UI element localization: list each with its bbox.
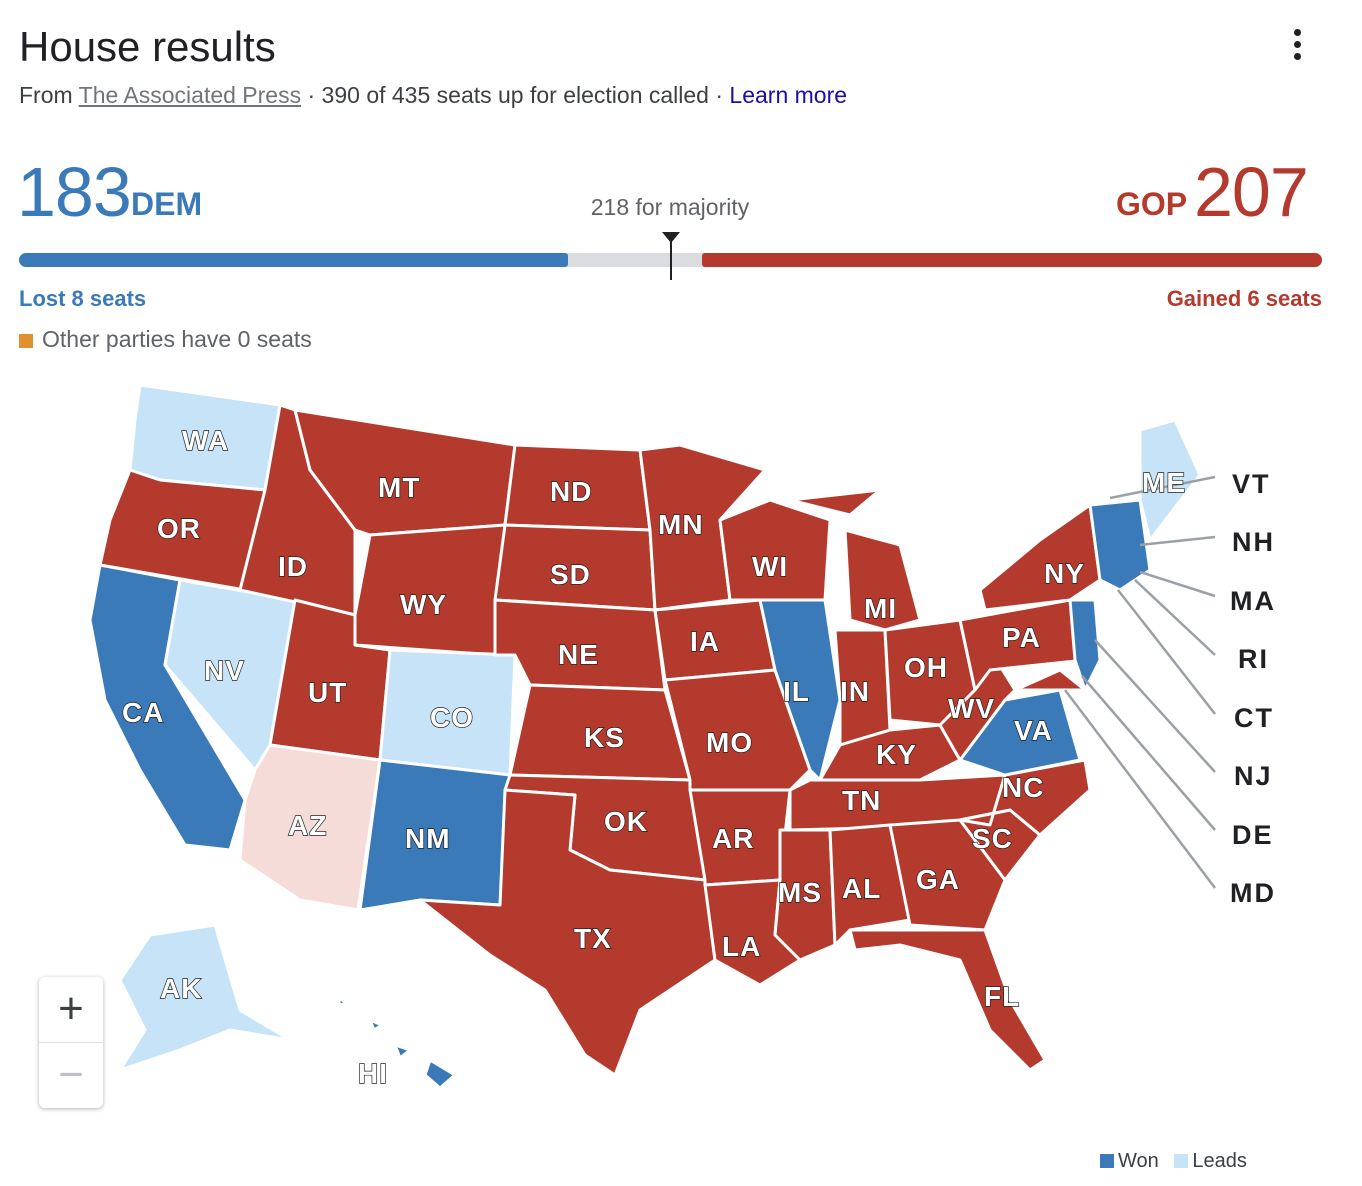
side-label-VT: VT <box>1232 469 1271 499</box>
label-SD: SD <box>550 559 591 590</box>
majority-marker-icon <box>662 232 680 243</box>
label-LA: LA <box>722 931 761 962</box>
label-PA: PA <box>1002 622 1041 653</box>
gop-seat-bar <box>702 253 1322 267</box>
label-WA: WA <box>182 425 229 456</box>
label-ME: ME <box>1142 467 1186 498</box>
gop-seat-count: 207 <box>1194 153 1309 231</box>
majority-label: 218 for majority <box>590 194 750 220</box>
gop-change: Gained 6 seats <box>1166 286 1322 311</box>
label-OR: OR <box>157 513 201 544</box>
state-HI[interactable] <box>336 996 457 1090</box>
label-MT: MT <box>378 472 420 503</box>
side-label-NJ: NJ <box>1234 761 1273 791</box>
label-AK: AK <box>160 973 202 1004</box>
side-label-DE: DE <box>1232 820 1274 850</box>
state-ME[interactable] <box>1138 418 1202 542</box>
side-label-CT: CT <box>1234 703 1274 733</box>
source-line: From The Associated Press · 390 of 435 s… <box>19 80 847 110</box>
legend-won: Won <box>1118 1150 1159 1172</box>
label-AR: AR <box>712 823 754 854</box>
label-AZ: AZ <box>288 810 327 841</box>
label-OK: OK <box>604 806 648 837</box>
label-WI: WI <box>752 551 788 582</box>
label-WV: WV <box>948 693 995 724</box>
label-TN: TN <box>842 785 881 816</box>
side-label-MA: MA <box>1230 586 1276 616</box>
house-results-map[interactable]: WA OR CA NV ID MT WY UT AZ CO NM ND SD N… <box>0 370 1362 1150</box>
state-AK[interactable] <box>118 923 292 1072</box>
label-WY: WY <box>400 589 447 620</box>
label-MO: MO <box>706 727 753 758</box>
small-state-leaders <box>1064 475 1216 889</box>
gop-label: GOP <box>1116 186 1188 222</box>
other-party-swatch <box>19 334 33 348</box>
label-IA: IA <box>690 626 720 657</box>
label-NE: NE <box>558 639 599 670</box>
label-CA: CA <box>122 697 164 728</box>
label-NC: NC <box>1002 772 1044 803</box>
state-MD[interactable] <box>1013 668 1087 692</box>
state-NE-small[interactable] <box>1068 598 1102 692</box>
other-parties: Other parties have 0 seats <box>19 326 312 353</box>
side-label-NH: NH <box>1232 527 1275 557</box>
map-legend: Won Leads <box>1100 1150 1247 1173</box>
state-TX[interactable] <box>418 788 717 1077</box>
label-KS: KS <box>584 722 625 753</box>
label-ID: ID <box>278 551 308 582</box>
label-VA: VA <box>1014 715 1053 746</box>
side-label-RI: RI <box>1238 644 1269 674</box>
zoom-in-button[interactable]: + <box>39 977 103 1043</box>
label-KY: KY <box>876 739 917 770</box>
side-label-MD: MD <box>1230 878 1276 908</box>
zoom-out-button[interactable]: − <box>58 1050 84 1099</box>
dem-seat-bar <box>19 253 568 267</box>
legend-leads: Leads <box>1192 1150 1247 1172</box>
label-IL: IL <box>783 676 810 707</box>
label-MS: MS <box>778 877 822 908</box>
other-parties-text: Other parties have 0 seats <box>42 326 312 352</box>
label-ND: ND <box>550 476 592 507</box>
label-FL: FL <box>984 981 1020 1012</box>
label-SC: SC <box>972 823 1013 854</box>
legend-won-swatch <box>1100 1154 1114 1168</box>
label-GA: GA <box>916 864 960 895</box>
dem-change: Lost 8 seats <box>19 286 147 311</box>
called-count: · 390 of 435 seats up for election calle… <box>307 82 724 108</box>
learn-more-link[interactable]: Learn more <box>729 82 848 108</box>
label-IN: IN <box>840 676 870 707</box>
state-GA[interactable] <box>888 818 1007 932</box>
zoom-controls: + − <box>39 977 103 1108</box>
label-NV: NV <box>204 655 245 686</box>
state-WI[interactable] <box>718 498 832 602</box>
more-options-icon[interactable] <box>1284 26 1312 62</box>
majority-marker-line <box>670 240 672 280</box>
label-CO: CO <box>430 702 474 733</box>
label-NM: NM <box>405 823 451 854</box>
label-OH: OH <box>904 652 948 683</box>
label-AL: AL <box>842 873 881 904</box>
label-UT: UT <box>308 677 347 708</box>
source-prefix: From <box>19 82 73 108</box>
label-MN: MN <box>658 509 704 540</box>
label-MI: MI <box>864 593 897 624</box>
label-HI: HI <box>358 1058 388 1089</box>
state-FL[interactable] <box>848 928 1047 1072</box>
dem-label: DEM <box>131 186 203 222</box>
source-link[interactable]: The Associated Press <box>78 82 302 108</box>
state-MI[interactable] <box>788 488 922 632</box>
label-TX: TX <box>574 923 612 954</box>
state-AL[interactable] <box>828 823 912 947</box>
label-NY: NY <box>1044 558 1085 589</box>
legend-leads-swatch <box>1174 1154 1189 1168</box>
page-title: House results <box>19 23 276 70</box>
dem-seat-count: 183 <box>17 153 132 231</box>
